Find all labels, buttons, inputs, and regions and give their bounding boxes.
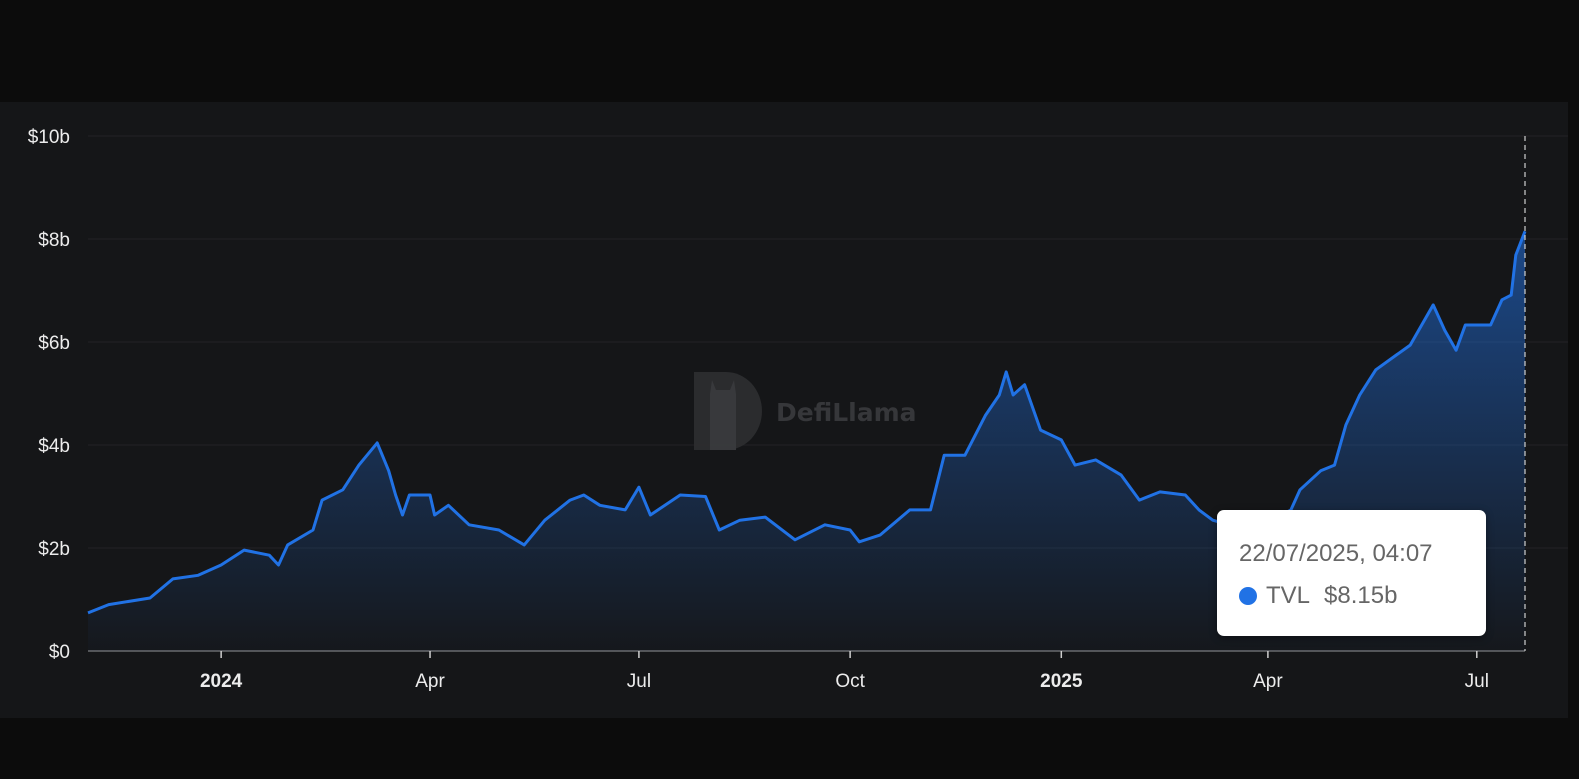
tooltip-series-name: TVL	[1266, 582, 1311, 609]
tvl-line	[87, 230, 1527, 615]
x-tick-label: Jul	[627, 671, 651, 692]
x-tick-label: Jul	[1465, 671, 1489, 692]
x-tick-label: Apr	[415, 671, 445, 692]
watermark-text: DefiLlama	[776, 398, 917, 427]
tvl-chart[interactable]: DefiLlama $0 $2b $4b $6b $8b $10b 2024 Apr Jul O…	[0, 102, 1568, 718]
chart-tooltip: 22/07/2025, 04:07 TVL $8.15b	[1217, 510, 1486, 636]
x-tick-label: Oct	[835, 671, 865, 692]
y-tick-label: $2b	[38, 539, 70, 560]
tooltip-date: 22/07/2025, 04:07	[1239, 540, 1433, 567]
series-color-dot	[1239, 587, 1257, 605]
x-tick-label: Apr	[1253, 671, 1283, 692]
y-tick-label: $10b	[28, 127, 70, 148]
tvl-area	[88, 231, 1525, 652]
x-tick-label: 2025	[1040, 671, 1083, 692]
defillama-watermark: DefiLlama	[694, 372, 917, 450]
y-tick-label: $0	[49, 642, 70, 663]
y-tick-label: $4b	[38, 436, 70, 457]
x-tick-label: 2024	[200, 671, 243, 692]
tooltip-value: $8.15b	[1324, 582, 1398, 609]
y-tick-label: $8b	[38, 230, 70, 251]
y-tick-label: $6b	[38, 333, 70, 354]
chart-panel: DefiLlama $0 $2b $4b $6b $8b $10b 2024 Apr Jul O…	[0, 102, 1568, 718]
tooltip-row: TVL $8.15b	[1239, 582, 1397, 610]
